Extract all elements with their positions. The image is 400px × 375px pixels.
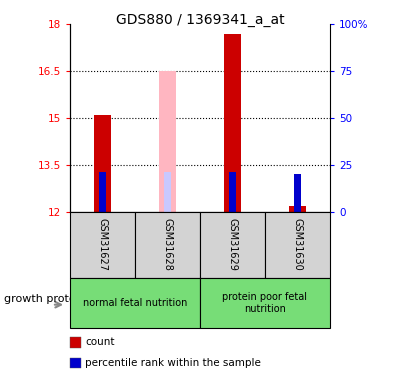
Bar — [289, 206, 306, 212]
Text: GSM31628: GSM31628 — [162, 218, 172, 271]
Text: GSM31629: GSM31629 — [228, 218, 238, 271]
Bar — [159, 71, 176, 212]
Text: GSM31627: GSM31627 — [98, 218, 108, 271]
Bar — [224, 34, 241, 212]
Bar — [94, 115, 111, 212]
Bar — [229, 172, 236, 212]
Text: normal fetal nutrition: normal fetal nutrition — [83, 298, 187, 308]
Text: count: count — [85, 338, 115, 347]
Text: GSM31630: GSM31630 — [292, 218, 302, 271]
Bar — [294, 174, 301, 212]
Text: percentile rank within the sample: percentile rank within the sample — [85, 358, 261, 368]
Bar — [99, 172, 106, 212]
Bar — [164, 172, 171, 212]
Text: GDS880 / 1369341_a_at: GDS880 / 1369341_a_at — [116, 13, 284, 27]
Text: growth protocol: growth protocol — [4, 294, 92, 304]
Text: protein poor fetal
nutrition: protein poor fetal nutrition — [222, 292, 308, 314]
